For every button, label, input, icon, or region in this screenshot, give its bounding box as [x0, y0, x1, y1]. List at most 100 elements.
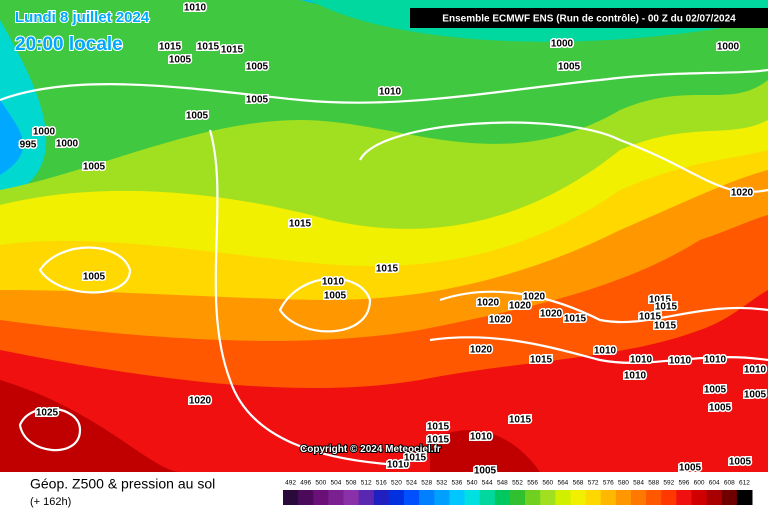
colorbar-label: 572: [588, 480, 599, 487]
isobar-label: 1005: [83, 162, 106, 173]
colorbar-label: 516: [376, 480, 387, 487]
colorbar: 492 496 500 504 508 512 516 520 524 528 532 536 540 5…: [283, 480, 753, 505]
colorbar-label: 492: [285, 480, 296, 487]
isobar-label: 1000: [33, 127, 56, 138]
colorbar-label: 532: [436, 480, 447, 487]
colorbar-label: 568: [573, 480, 584, 487]
colorbar-label: 588: [648, 480, 659, 487]
isobar-label: 1005: [83, 272, 106, 283]
colorbar-swatch: [388, 490, 405, 505]
isobar-label: 1010: [184, 3, 207, 14]
colorbar-swatch: [464, 490, 481, 505]
isobar-label: 1025: [36, 408, 59, 419]
colorbar-label: 504: [331, 480, 342, 487]
isobar-label: 1015: [197, 42, 220, 53]
isobar-label: 1005: [246, 95, 269, 106]
isobar-label: 1005: [729, 457, 752, 468]
isobar-label: 1015: [159, 42, 182, 53]
colorbar-swatch: [525, 490, 541, 505]
colorbar-label: 528: [421, 480, 432, 487]
isobar-label: 1015: [376, 264, 399, 275]
isobar-label: 1010: [669, 356, 692, 367]
isobar-label: 1015: [427, 435, 450, 446]
isobar-label: 1020: [731, 188, 754, 199]
isobar-label: 1015: [509, 415, 532, 426]
colorbar-swatch: [434, 490, 450, 505]
colorbar-swatch: [509, 490, 526, 505]
isobar-label: 1005: [679, 463, 702, 474]
colorbar-swatch: [328, 490, 345, 505]
colorbar-swatch: [646, 490, 662, 505]
isobar-label: 1015: [564, 314, 587, 325]
isobar-label: 1015: [289, 219, 312, 230]
colorbar-swatch: [570, 490, 587, 505]
colorbar-label: 612: [739, 480, 750, 487]
colorbar-label: 536: [452, 480, 463, 487]
colorbar-label: 580: [618, 480, 629, 487]
isobar-label: 1005: [558, 62, 581, 73]
isobar-label: 1020: [477, 298, 500, 309]
isobar-label: 1010: [594, 346, 617, 357]
isobar-label: 1020: [470, 345, 493, 356]
colorbar-label: 560: [542, 480, 553, 487]
colorbar-swatch: [343, 490, 360, 505]
colorbar-label: 604: [709, 480, 720, 487]
isobar-label: 1015: [404, 453, 427, 464]
isobar-label: 1020: [509, 301, 532, 312]
colorbar-label: 556: [527, 480, 538, 487]
isobar-label: 1020: [189, 396, 212, 407]
footer-subtitle: (+ 162h): [30, 496, 71, 508]
colorbar-swatch: [358, 490, 375, 505]
isobars: [0, 68, 768, 467]
colorbar-swatch: [373, 490, 390, 505]
isobar-label: 1015: [649, 295, 672, 306]
isobar-label: 1000: [56, 139, 79, 150]
colorbar-label: 512: [361, 480, 372, 487]
colorbar-swatch: [585, 490, 602, 505]
copyright: Copyright © 2024 Meteociel.fr: [300, 444, 441, 455]
isobar-label: 1020: [523, 292, 546, 303]
isobar-label: 1010: [322, 277, 345, 288]
isobar-label: 1010: [704, 355, 727, 366]
isobar-label: 1015: [655, 302, 678, 313]
isobar-label: 1015: [427, 422, 450, 433]
colorbar-swatch: [555, 490, 571, 505]
map-title: Lundi 8 juillet 2024: [15, 9, 150, 26]
isobar-label: 1010: [379, 87, 402, 98]
colorbar-swatch: [494, 490, 511, 505]
isobar-label: 1005: [169, 55, 192, 66]
colorbar-swatch: [419, 490, 435, 505]
colorbar-label: 564: [557, 480, 568, 487]
isobar-label: 1000: [551, 39, 574, 50]
isobar-label: 1005: [709, 403, 732, 414]
colorbar-label: 576: [603, 480, 614, 487]
colorbar-label: 508: [346, 480, 357, 487]
colorbar-label: 600: [694, 480, 705, 487]
isobar-label: 1005: [246, 62, 269, 73]
isobar-label: 1020: [540, 309, 563, 320]
isobar-label: 1005: [704, 385, 727, 396]
geopotential-field: [0, 0, 768, 472]
colorbar-swatch: [313, 490, 329, 505]
header-box: [410, 8, 768, 28]
colorbar-swatch: [283, 490, 299, 505]
isobar-label: 1005: [474, 466, 497, 477]
isobar-label: 1005: [324, 291, 347, 302]
isobar-label: 1010: [624, 371, 647, 382]
colorbar-label: 496: [300, 480, 311, 487]
isobar-label: 1020: [489, 315, 512, 326]
colorbar-swatch: [600, 490, 617, 505]
colorbar-swatch: [721, 490, 738, 505]
colorbar-swatch: [404, 490, 420, 505]
isobar-label: 1015: [221, 45, 244, 56]
colorbar-label: 592: [663, 480, 674, 487]
isobar-label: 1010: [630, 355, 653, 366]
isobar-label: 1010: [387, 460, 410, 471]
colorbar-swatch: [691, 490, 708, 505]
colorbar-swatch: [661, 490, 677, 505]
isobar-label: 1005: [744, 390, 767, 401]
colorbar-swatch: [676, 490, 692, 505]
colorbar-swatch: [706, 490, 723, 505]
colorbar-label: 608: [724, 480, 735, 487]
